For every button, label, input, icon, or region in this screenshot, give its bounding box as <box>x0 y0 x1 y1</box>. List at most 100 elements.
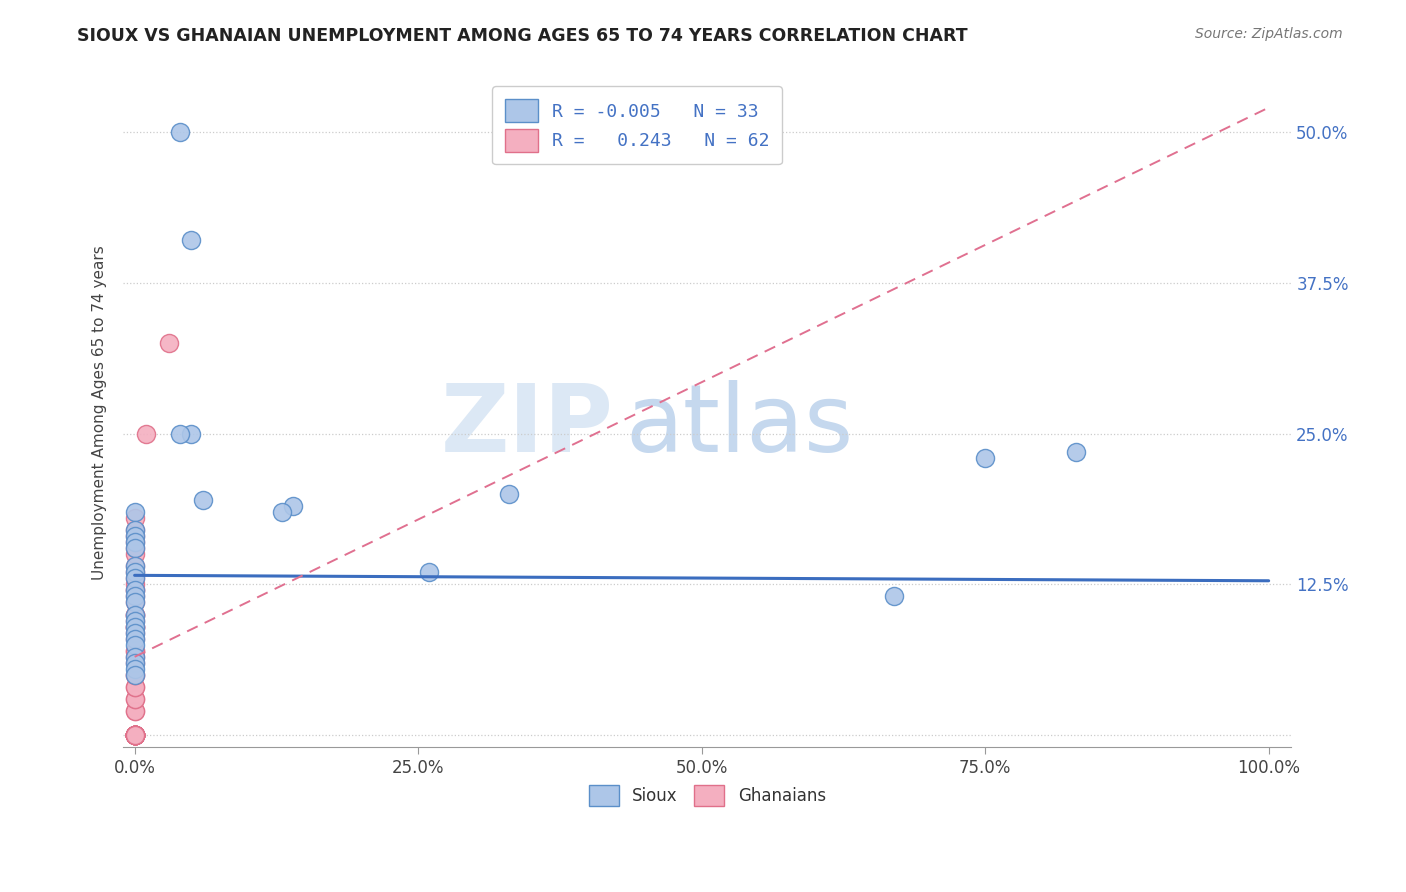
Point <box>124 644 146 658</box>
Text: atlas: atlas <box>626 380 853 472</box>
Point <box>124 620 146 634</box>
Point <box>124 704 146 718</box>
Point <box>124 656 146 670</box>
Point <box>124 632 146 646</box>
Point <box>124 583 146 598</box>
Point <box>124 728 146 742</box>
Point <box>124 571 146 585</box>
Point <box>135 426 157 441</box>
Point <box>124 649 146 664</box>
Point <box>124 680 146 694</box>
Point <box>124 566 146 580</box>
Point <box>124 607 146 622</box>
Point <box>124 728 146 742</box>
Point <box>124 728 146 742</box>
Point <box>124 638 146 652</box>
Point <box>124 728 146 742</box>
Point <box>124 728 146 742</box>
Point <box>157 336 180 351</box>
Point <box>124 692 146 706</box>
Point <box>124 728 146 742</box>
Point <box>124 620 146 634</box>
Point <box>124 590 146 604</box>
Point <box>124 625 146 640</box>
Y-axis label: Unemployment Among Ages 65 to 74 years: Unemployment Among Ages 65 to 74 years <box>93 245 107 580</box>
Point <box>124 523 146 537</box>
Point <box>124 535 146 549</box>
Point <box>124 668 146 682</box>
Point <box>124 728 146 742</box>
Point <box>124 607 146 622</box>
Point <box>124 728 146 742</box>
Point <box>124 728 146 742</box>
Point <box>124 728 146 742</box>
Point <box>124 728 146 742</box>
Point <box>124 692 146 706</box>
Point <box>124 649 146 664</box>
Point <box>124 728 146 742</box>
Point <box>124 541 146 556</box>
Point <box>124 566 146 580</box>
Point <box>124 529 146 543</box>
Point <box>1064 444 1087 458</box>
Point <box>124 728 146 742</box>
Point <box>271 505 294 519</box>
Point <box>124 728 146 742</box>
Text: Source: ZipAtlas.com: Source: ZipAtlas.com <box>1195 27 1343 41</box>
Point <box>124 595 146 609</box>
Point <box>169 426 191 441</box>
Point <box>124 511 146 525</box>
Point <box>124 595 146 609</box>
Point <box>124 656 146 670</box>
Point <box>124 644 146 658</box>
Point <box>124 680 146 694</box>
Point <box>124 523 146 537</box>
Point <box>124 607 146 622</box>
Point <box>124 559 146 574</box>
Point <box>124 728 146 742</box>
Point <box>124 577 146 591</box>
Point <box>124 728 146 742</box>
Point <box>124 668 146 682</box>
Point <box>124 583 146 598</box>
Point <box>883 590 905 604</box>
Point <box>124 541 146 556</box>
Point <box>124 559 146 574</box>
Point <box>124 547 146 561</box>
Point <box>124 728 146 742</box>
Text: SIOUX VS GHANAIAN UNEMPLOYMENT AMONG AGES 65 TO 74 YEARS CORRELATION CHART: SIOUX VS GHANAIAN UNEMPLOYMENT AMONG AGE… <box>77 27 967 45</box>
Point <box>124 607 146 622</box>
Point <box>124 535 146 549</box>
Point <box>498 487 520 501</box>
Point <box>124 529 146 543</box>
Point <box>124 728 146 742</box>
Point <box>124 728 146 742</box>
Point <box>180 426 202 441</box>
Point <box>124 728 146 742</box>
Point <box>283 499 305 513</box>
Point <box>124 728 146 742</box>
Point <box>124 571 146 585</box>
Point <box>124 662 146 676</box>
Point <box>124 728 146 742</box>
Point <box>124 614 146 628</box>
Text: ZIP: ZIP <box>441 380 614 472</box>
Point <box>124 704 146 718</box>
Point <box>124 632 146 646</box>
Point <box>124 505 146 519</box>
Legend: Sioux, Ghanaians: Sioux, Ghanaians <box>582 778 832 813</box>
Point <box>418 566 440 580</box>
Point <box>124 614 146 628</box>
Point <box>191 492 214 507</box>
Point <box>124 590 146 604</box>
Point <box>974 450 997 465</box>
Point <box>124 620 146 634</box>
Point <box>124 620 146 634</box>
Point <box>124 583 146 598</box>
Point <box>169 125 191 139</box>
Point <box>124 728 146 742</box>
Point <box>124 625 146 640</box>
Point <box>180 233 202 247</box>
Point <box>124 728 146 742</box>
Point <box>124 728 146 742</box>
